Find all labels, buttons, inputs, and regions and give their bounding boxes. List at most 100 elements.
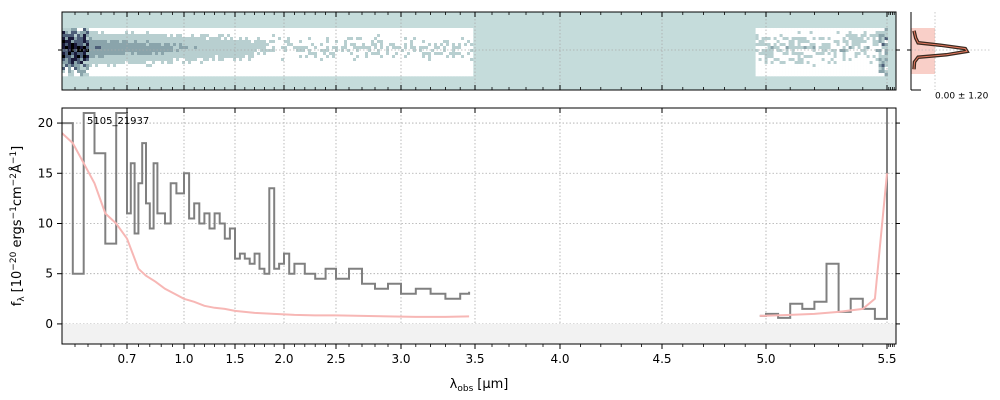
spectrum-2d-pixel [344,52,348,56]
y-axis-label: fλ[10−20 ergs−1cm−2Å−1] [9,146,27,306]
spectrum-2d-pixel [101,40,105,44]
spectrum-2d-pixel [794,46,798,50]
spectrum-2d-pixel [338,37,342,41]
spectrum-2d-pixel [821,28,825,32]
spectrum-2d-pixel [149,73,153,77]
spectrum-2d-pixel [293,31,297,35]
spectrum-2d-pixel [137,73,141,77]
spectrum-2d-pixel [392,34,396,38]
spectrum-2d-pixel [86,58,90,62]
spectrum-2d-pixel [332,61,336,65]
spectrum-2d-pixel [434,64,438,68]
spectrum-2d-pixel [323,70,327,74]
spectrum-2d-pixel [149,40,153,44]
spectrum-2d-pixel [830,40,834,44]
spectrum-2d-pixel [854,46,858,50]
spectrum-2d-pixel [254,61,258,65]
spectrum-2d-pixel [776,73,780,77]
spectrum-2d-pixel [401,40,405,44]
spectrum-2d-pixel [869,61,873,65]
spectrum-2d-pixel [884,43,888,47]
spectrum-2d-pixel [254,40,258,44]
spectrum-2d-pixel [776,55,780,59]
spectrum-2d-pixel [344,43,348,47]
spectrum-2d-pixel [134,49,138,53]
spectrum-2d-pixel [437,73,441,77]
spectrum-2d-pixel [758,64,762,68]
spectrum-2d-pixel [803,73,807,77]
spectrum-2d-pixel [275,40,279,44]
spectrum-2d-pixel [386,43,390,47]
spectrum-2d-pixel [233,61,237,65]
spectrum-2d-pixel [272,43,276,47]
spectrum-2d-pixel [365,40,369,44]
spectrum-2d-pixel [413,58,417,62]
spectrum-2d-pixel [350,61,354,65]
spectrum-2d-pixel [758,34,762,38]
spectrum-2d-pixel [392,43,396,47]
spectrum-2d-pixel [815,70,819,74]
spectrum-2d-pixel [116,43,120,47]
spectrum-2d-pixel [164,55,168,59]
spectrum-2d-pixel [224,73,228,77]
spectrum-2d-pixel [413,64,417,68]
spectrum-2d-pixel [866,55,870,59]
spectrum-2d-pixel [332,55,336,59]
spectrum-2d-pixel [458,40,462,44]
spectrum-2d-pixel [323,73,327,77]
spectrum-2d-pixel [170,40,174,44]
spectrum-2d-pixel [788,70,792,74]
spectrum-2d-pixel [824,34,828,38]
spectrum-2d-pixel [302,34,306,38]
spectrum-2d-pixel [155,61,159,65]
spectrum-2d-pixel [452,31,456,35]
spectrum-2d-pixel [317,31,321,35]
spectrum-2d-pixel [329,52,333,56]
spectrum-2d-pixel [443,52,447,56]
spectrum-2d-pixel [860,37,864,41]
spectrum-2d-pixel [794,49,798,53]
spectrum-2d-pixel [383,55,387,59]
spectrum-2d-pixel [308,31,312,35]
spectrum-2d-pixel [377,67,381,71]
spectrum-2d-pixel [809,28,813,32]
spectrum-2d-pixel [467,58,471,62]
spectrum-2d-pixel [227,73,231,77]
spectrum-2d-pixel [215,43,219,47]
spectrum-2d-pixel [332,70,336,74]
spectrum-2d-pixel [317,64,321,68]
spectrum-2d-pixel [455,31,459,35]
spectrum-2d-pixel [851,64,855,68]
spectrum-2d-pixel [122,49,126,53]
spectrum-2d-pixel [83,46,87,50]
spectrum-2d-pixel [353,40,357,44]
spectrum-2d-pixel [257,70,261,74]
spectrum-2d-pixel [332,31,336,35]
spectrum-2d-pixel [206,73,210,77]
spectrum-2d-pixel [206,40,210,44]
spectrum-2d-pixel [272,34,276,38]
spectrum-2d-pixel [368,67,372,71]
spectrum-2d-pixel [242,70,246,74]
spectrum-2d-pixel [836,49,840,53]
spectrum-2d-pixel [290,43,294,47]
spectrum-2d-pixel [875,28,879,32]
spectrum-2d-pixel [398,64,402,68]
spectrum-2d-pixel [410,37,414,41]
spectrum-2d-pixel [767,31,771,35]
spectrum-2d-pixel [119,49,123,53]
spectrum-2d-pixel [218,64,222,68]
spectrum-2d-pixel [788,37,792,41]
spectrum-2d-pixel [461,70,465,74]
spectrum-2d-pixel [110,34,114,38]
spectrum-2d-pixel [464,55,468,59]
spectrum-2d-pixel [299,31,303,35]
spectrum-2d-pixel [98,55,102,59]
spectrum-2d-pixel [92,73,96,77]
spectrum-2d-pixel [764,58,768,62]
spectrum-2d-pixel [236,46,240,50]
spectrum-2d-pixel [197,28,201,32]
spectrum-2d-pixel [101,58,105,62]
spectrum-2d-pixel [167,43,171,47]
spectrum-2d-pixel [218,73,222,77]
